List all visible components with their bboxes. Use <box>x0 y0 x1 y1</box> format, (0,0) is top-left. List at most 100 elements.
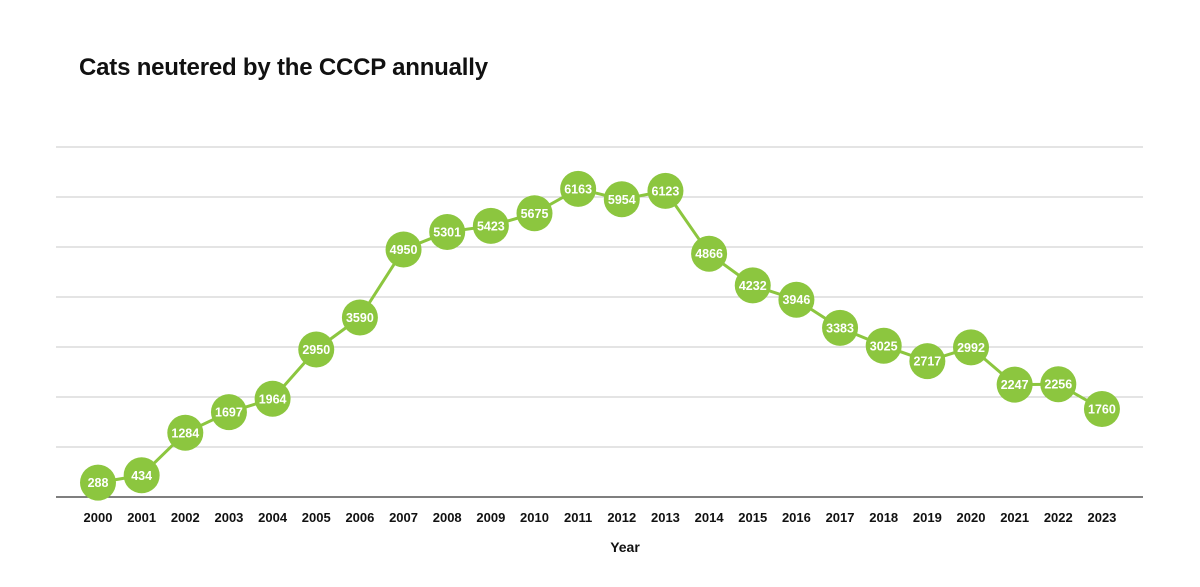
data-point: 6163 <box>560 170 597 207</box>
data-point: 3383 <box>822 309 859 346</box>
data-label: 2256 <box>1044 378 1072 392</box>
data-point-marker <box>123 457 160 494</box>
data-point-marker <box>167 414 204 451</box>
data-label: 1760 <box>1088 403 1116 417</box>
x-tick-label: 2019 <box>913 510 942 525</box>
data-label: 5675 <box>521 207 549 221</box>
data-point-marker <box>691 235 728 272</box>
data-label: 1964 <box>259 392 287 406</box>
data-label: 2992 <box>957 341 985 355</box>
x-tick-label: 2006 <box>345 510 374 525</box>
data-point: 5954 <box>603 181 640 218</box>
x-tick-label: 2020 <box>957 510 986 525</box>
x-tick-label: 2000 <box>84 510 113 525</box>
x-tick-label: 2004 <box>258 510 288 525</box>
data-label: 3946 <box>782 293 810 307</box>
data-point: 5301 <box>429 213 466 250</box>
data-point: 1964 <box>254 380 291 417</box>
x-tick-label: 2007 <box>389 510 418 525</box>
data-point-marker <box>822 309 859 346</box>
data-point-marker <box>953 329 989 366</box>
data-point: 1697 <box>210 394 247 431</box>
data-point-marker <box>254 380 291 417</box>
data-label: 5954 <box>608 193 636 207</box>
data-point: 2992 <box>953 329 989 366</box>
x-tick-label: 2008 <box>433 510 462 525</box>
data-point-marker <box>1040 366 1077 403</box>
data-point: 2950 <box>298 331 335 368</box>
x-tick-label: 2014 <box>695 510 725 525</box>
series-polyline <box>97 187 1103 485</box>
x-tick-label: 2023 <box>1087 510 1116 525</box>
data-point: 2256 <box>1040 366 1077 403</box>
data-point: 5423 <box>472 207 509 244</box>
data-point-marker <box>909 343 946 380</box>
data-label: 434 <box>131 469 152 483</box>
data-point-marker <box>603 181 640 218</box>
data-point-marker <box>341 299 378 336</box>
data-label: 1284 <box>171 426 199 440</box>
data-point: 3025 <box>865 327 902 364</box>
data-label: 4866 <box>695 247 723 261</box>
data-point-marker <box>778 281 815 318</box>
x-tick-label: 2002 <box>171 510 200 525</box>
data-point: 1284 <box>167 414 204 451</box>
data-point-marker <box>734 267 771 304</box>
data-point: 2717 <box>909 343 946 380</box>
data-point-marker <box>1083 391 1120 427</box>
x-tick-label: 2009 <box>476 510 505 525</box>
data-label: 6123 <box>652 184 680 198</box>
x-tick-label: 2013 <box>651 510 680 525</box>
data-point-marker <box>210 394 247 431</box>
data-label: 2247 <box>1001 378 1029 392</box>
data-point: 1760 <box>1083 391 1120 427</box>
x-tick-label: 2016 <box>782 510 811 525</box>
x-tick-label: 2003 <box>214 510 243 525</box>
data-point-marker <box>298 331 335 368</box>
data-point-marker <box>865 327 902 364</box>
data-point-marker <box>516 195 553 232</box>
data-point: 6123 <box>647 172 684 209</box>
x-tick-label: 2015 <box>738 510 767 525</box>
x-tick-label: 2011 <box>564 510 592 525</box>
x-tick-label: 2018 <box>869 510 898 525</box>
data-point: 3946 <box>778 281 815 318</box>
data-label: 3590 <box>346 311 374 325</box>
data-point-marker <box>472 207 509 244</box>
data-point-marker <box>996 366 1033 403</box>
data-point: 4866 <box>691 235 728 272</box>
data-point-marker <box>429 213 466 250</box>
data-label: 4950 <box>390 243 418 257</box>
x-tick-labels: 2000 2001 2002 2003 2004 2005 2006 2007 2008 2009… <box>84 510 1117 525</box>
x-tick-label: 2001 <box>127 510 156 525</box>
data-label: 6163 <box>564 182 592 196</box>
data-point: 5675 <box>516 195 553 232</box>
chart-title: Cats neutered by the CCCP annually <box>79 54 488 81</box>
data-label: 5301 <box>433 225 461 239</box>
data-point: 4232 <box>734 267 771 304</box>
data-label: 2950 <box>302 343 330 357</box>
data-label: 288 <box>88 476 109 490</box>
data-point-marker <box>647 172 684 209</box>
data-label: 5423 <box>477 219 505 233</box>
data-point-marker <box>385 231 422 268</box>
data-point-marker <box>560 170 597 207</box>
data-label: 4232 <box>739 279 767 293</box>
x-tick-label: 2005 <box>302 510 331 525</box>
x-tick-label: 2021 <box>1000 510 1029 525</box>
data-label: 2717 <box>913 355 941 369</box>
data-point: 434 <box>123 457 160 494</box>
data-label: 3383 <box>826 321 854 335</box>
data-label: 3025 <box>870 339 898 353</box>
data-markers: 288 434 1284 1697 1964 2950 3590 4950 5301 5423 56… <box>80 170 1120 501</box>
data-point: 2247 <box>996 366 1033 403</box>
data-point: 3590 <box>341 299 378 336</box>
x-axis-title: Year <box>610 539 640 555</box>
x-tick-label: 2017 <box>826 510 855 525</box>
data-label: 1697 <box>215 406 243 420</box>
data-point-marker <box>80 464 116 501</box>
data-point: 288 <box>80 464 116 501</box>
series-line <box>97 187 1103 485</box>
data-point: 4950 <box>385 231 422 268</box>
